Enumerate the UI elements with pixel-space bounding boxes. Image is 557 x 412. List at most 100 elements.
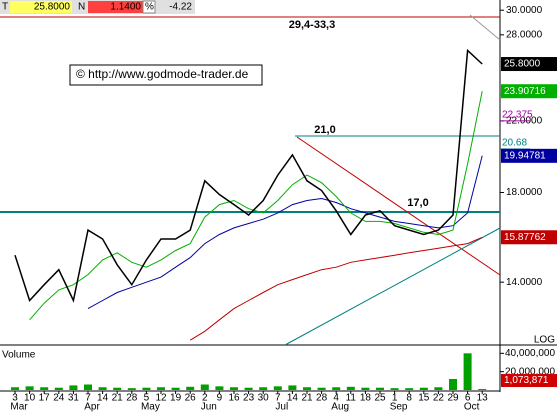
volume-bar (376, 387, 384, 390)
month-label: Mar (10, 402, 28, 412)
month-label: Jul (275, 402, 288, 412)
level-label: 20.68 (502, 138, 527, 149)
x-tick-label: 17 (39, 393, 51, 404)
x-tick-label: 24 (53, 393, 65, 404)
y-tick-label: 20,000,000 (505, 366, 555, 377)
x-tick-label: 26 (185, 393, 197, 404)
volume-bar (273, 386, 282, 390)
x-tick-label: 11 (346, 393, 357, 404)
month-label: Aug (331, 402, 349, 412)
volume-bar (317, 387, 326, 390)
month-label: Oct (464, 402, 480, 412)
watermark-box (69, 64, 263, 86)
t-label: T (2, 2, 8, 13)
series-line (29, 91, 483, 321)
x-tick-label: 6 (465, 393, 471, 404)
volume-bar (405, 388, 414, 390)
volume-bar (434, 387, 443, 390)
last-value-label: 25.8000 (504, 59, 541, 70)
x-tick-label: 30 (258, 393, 270, 404)
pct-label: % (145, 2, 154, 13)
last-value-box (501, 230, 557, 245)
x-tick-label: 14 (287, 393, 299, 404)
x-tick-label: 5 (144, 393, 150, 404)
month-label: Apr (84, 402, 100, 412)
volume-bar (449, 379, 457, 390)
last-value: 25.8000 (34, 2, 71, 13)
volume-bar (346, 386, 355, 390)
last-value-label: 23.90716 (504, 86, 546, 97)
volume-bar (200, 384, 209, 390)
series-line (87, 155, 483, 310)
x-tick-label: 25 (374, 393, 386, 404)
volume-bar (25, 386, 34, 390)
x-tick-label: 7 (275, 393, 281, 404)
n-label: N (78, 2, 85, 13)
x-tick-label: 28 (316, 393, 328, 404)
volume-bar (54, 387, 63, 390)
x-tick-label: 15 (418, 393, 430, 404)
volume-bar (463, 353, 472, 390)
last-value-label: 19.94781 (504, 150, 546, 161)
y-tick-label: 18.0000 (506, 187, 543, 198)
volume-bar (419, 387, 428, 390)
x-tick-label: 29 (447, 393, 459, 404)
x-tick-label: 7 (85, 393, 91, 404)
x-tick-label: 31 (68, 393, 80, 404)
volume-bar (288, 385, 297, 390)
x-tick-label: 22 (433, 393, 445, 404)
downtrend-line (296, 136, 501, 276)
volume-bar (186, 386, 195, 390)
volume-bar (171, 387, 180, 390)
pct-box (142, 0, 156, 14)
volume-label: 1,073,871 (504, 375, 549, 386)
x-tick-label: 21 (112, 393, 124, 404)
uptrend-line (284, 227, 501, 346)
pct-change: -4.22 (169, 2, 192, 13)
volume-bar (69, 385, 78, 390)
x-tick-label: 28 (126, 393, 138, 404)
watermark: © http://www.godmode-trader.de (76, 67, 249, 81)
x-tick-label: 2 (202, 393, 208, 404)
volume-bar (259, 387, 268, 390)
x-tick-label: 18 (360, 393, 372, 404)
last-value-box (501, 148, 557, 163)
volume-bar (11, 387, 19, 390)
x-tick-label: 13 (477, 393, 489, 404)
level-label: 22.375 (502, 109, 533, 120)
volume-bar (142, 387, 151, 390)
volume-title: Volume (2, 350, 36, 361)
change-box (88, 1, 143, 13)
month-label: Sep (390, 402, 408, 412)
scale-label: LOG (534, 335, 555, 346)
last-value-label: 15.87762 (504, 232, 546, 243)
x-tick-label: 14 (97, 393, 109, 404)
volume-bar (390, 388, 399, 390)
x-tick-label: 21 (301, 393, 313, 404)
x-tick-label: 16 (228, 393, 240, 404)
volume-bar (84, 384, 92, 390)
annotation: 17,0 (407, 197, 428, 209)
volume-bar (303, 387, 311, 390)
y-tick-label: 28.0000 (506, 29, 543, 40)
volume-bar (332, 387, 341, 390)
change-value: 1.1400 (110, 2, 141, 13)
annotation: 29,4-33,3 (289, 19, 335, 31)
y-tick-label: 40,000,000 (505, 348, 555, 359)
volume-label-box (501, 374, 557, 388)
x-tick-label: 10 (24, 393, 36, 404)
x-tick-label: 23 (243, 393, 255, 404)
series-line (189, 236, 483, 341)
x-tick-label: 1 (392, 393, 398, 404)
volume-bar (157, 387, 165, 390)
x-tick-label: 4 (333, 393, 339, 404)
volume-bar (98, 387, 107, 390)
series-line (14, 48, 483, 303)
annotation: 21,0 (314, 124, 335, 136)
x-tick-label: 9 (217, 393, 223, 404)
volume-bar (361, 387, 370, 390)
y-tick-label: 14.0000 (506, 277, 543, 288)
